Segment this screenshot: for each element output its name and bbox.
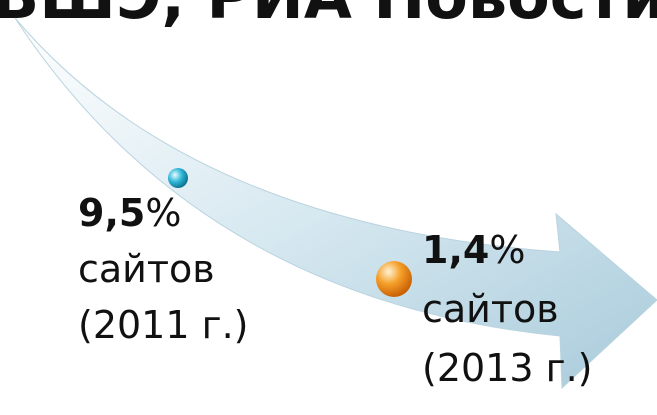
marker-blue — [168, 168, 188, 188]
marker-orange — [376, 261, 412, 297]
item-value: 9,5% — [78, 191, 181, 235]
item-label: сайтов — [422, 287, 559, 331]
value: 1,4 — [422, 228, 489, 272]
arrow — [14, 17, 657, 390]
unit: % — [489, 228, 525, 272]
item-period: (2013 г.) — [422, 346, 592, 390]
item-period: (2011 г.) — [78, 303, 248, 347]
item-label: сайтов — [78, 247, 215, 291]
item-value: 1,4% — [422, 228, 525, 272]
value: 9,5 — [78, 191, 145, 235]
unit: % — [145, 191, 181, 235]
header-title: ВШЭ, РИА Новости) — [0, 0, 657, 33]
